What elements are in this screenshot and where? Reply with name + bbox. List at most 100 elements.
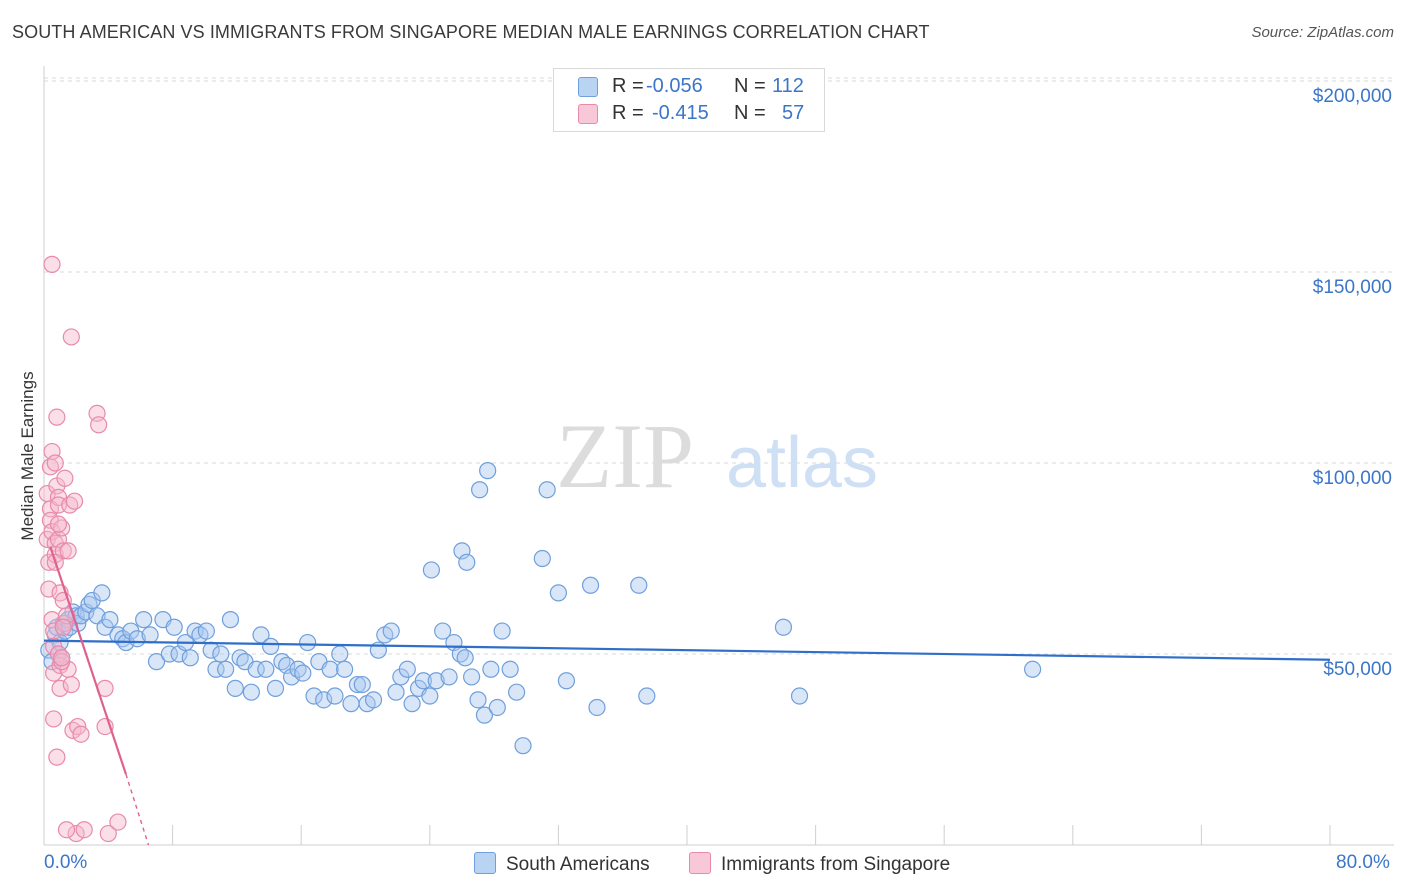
source-label: Source: ZipAtlas.com — [1251, 24, 1394, 41]
data-point — [493, 622, 511, 640]
legend-r-value: -0.415 — [652, 102, 709, 124]
legend-item-immigrants-from-singapore[interactable]: Immigrants from Singapore — [689, 852, 950, 876]
legend-n-value: 112 — [772, 75, 804, 97]
data-point — [54, 618, 72, 636]
data-point — [75, 821, 93, 839]
data-point — [45, 710, 63, 728]
data-point — [538, 481, 556, 499]
trend-line-south-americans — [43, 639, 1331, 661]
data-point — [247, 660, 265, 678]
data-point — [207, 660, 225, 678]
data-point — [53, 653, 71, 671]
data-point — [262, 637, 280, 655]
data-point — [67, 824, 85, 843]
data-point — [475, 706, 494, 724]
correlation-legend: R = -0.056 N = 112 R = -0.415 N = 57 — [553, 68, 825, 132]
data-point — [43, 255, 61, 273]
data-point — [1024, 660, 1042, 678]
data-point — [387, 683, 405, 701]
data-point — [549, 584, 568, 602]
data-point — [427, 672, 445, 690]
data-point — [462, 668, 481, 686]
data-point — [48, 408, 66, 426]
data-point — [51, 679, 69, 697]
data-point — [458, 553, 476, 571]
watermark-zip: ZIP — [556, 405, 694, 507]
data-point — [99, 824, 117, 843]
data-point — [221, 611, 240, 629]
data-point — [53, 649, 71, 667]
data-point — [226, 679, 244, 697]
data-point — [266, 679, 285, 697]
data-point — [336, 660, 354, 678]
y-tick-label: $100,000 — [1312, 468, 1392, 489]
x-tick-label-max: 80.0% — [1336, 852, 1390, 873]
data-point — [353, 675, 371, 694]
series-south-americans — [40, 462, 1042, 755]
data-point — [440, 668, 458, 686]
data-point — [422, 561, 441, 579]
data-point — [774, 618, 793, 636]
data-point — [456, 649, 474, 667]
data-point — [48, 748, 66, 766]
data-point — [294, 664, 312, 682]
data-point — [414, 672, 432, 690]
data-point — [508, 683, 526, 701]
data-point — [181, 649, 199, 667]
data-point — [501, 660, 519, 678]
y-tick-label: $150,000 — [1312, 277, 1392, 298]
legend-label: Immigrants from Singapore — [721, 854, 951, 875]
data-point — [160, 645, 178, 663]
watermark-atlas: atlas — [726, 423, 878, 503]
y-tick-label: $50,000 — [1323, 659, 1392, 680]
data-point — [471, 481, 489, 499]
legend-item-south-americans[interactable]: South Americans — [474, 852, 650, 876]
data-point — [57, 821, 76, 839]
data-point — [630, 576, 648, 594]
data-point — [342, 695, 360, 713]
data-point — [588, 698, 606, 717]
data-point — [135, 611, 153, 629]
data-point — [533, 549, 551, 568]
trend-lines — [43, 546, 1331, 846]
data-point — [315, 691, 333, 709]
legend-swatch-blue — [474, 852, 496, 874]
data-point — [40, 580, 58, 598]
data-point — [257, 660, 275, 678]
data-point — [469, 691, 487, 709]
data-point — [348, 675, 367, 694]
data-point — [217, 660, 235, 678]
legend-r-label: R = — [612, 102, 644, 124]
data-point — [141, 626, 159, 644]
data-point — [101, 611, 119, 629]
data-point — [242, 683, 260, 701]
data-point — [382, 622, 400, 640]
data-point — [331, 645, 349, 663]
grid-lines — [44, 77, 1394, 655]
data-point — [197, 622, 215, 640]
data-point — [165, 618, 183, 636]
data-point — [638, 687, 656, 705]
data-point — [581, 576, 600, 594]
data-point — [49, 515, 68, 533]
data-point — [434, 622, 452, 640]
legend-n-label: N = — [734, 75, 766, 97]
watermark: ZIP atlas — [556, 405, 878, 507]
y-tick-label: $200,000 — [1312, 86, 1392, 107]
data-point — [421, 687, 439, 705]
data-point — [514, 737, 532, 755]
data-point — [305, 687, 323, 705]
data-point — [364, 691, 383, 709]
x-tick-label-min: 0.0% — [44, 852, 88, 873]
legend-label: South Americans — [506, 854, 650, 875]
data-point — [790, 687, 809, 705]
data-point — [398, 660, 416, 678]
data-point — [479, 462, 497, 480]
data-point — [321, 660, 339, 678]
legend-swatch-blue — [578, 77, 598, 97]
data-point — [212, 645, 230, 663]
data-point — [557, 672, 576, 690]
data-point — [56, 469, 74, 487]
data-point — [90, 416, 108, 434]
data-point — [299, 633, 317, 652]
